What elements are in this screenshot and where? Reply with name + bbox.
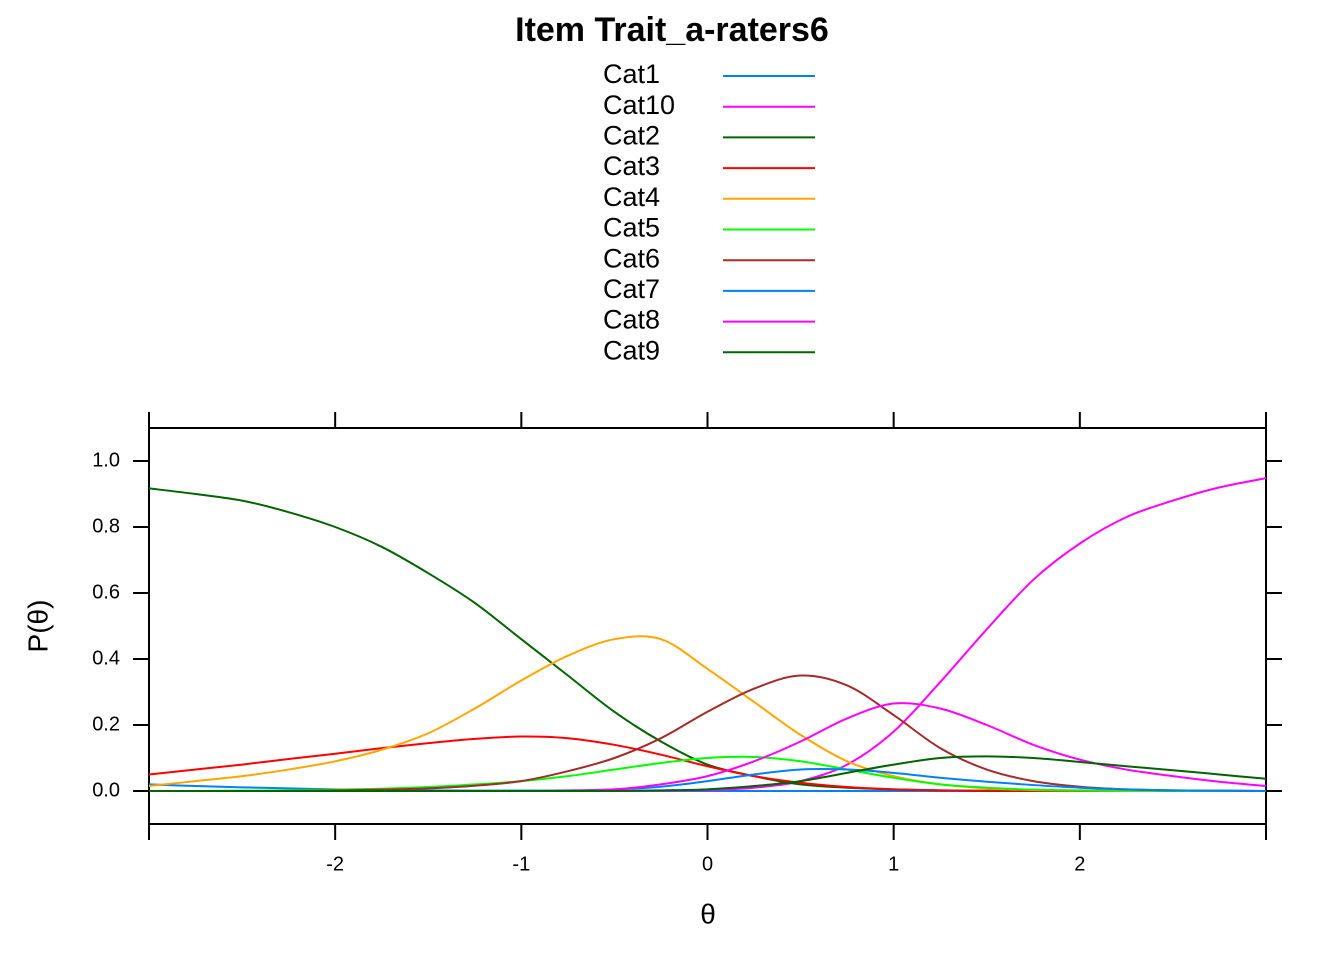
legend-label: Cat10 — [603, 90, 675, 120]
legend-label: Cat6 — [603, 243, 660, 273]
y-axis-label: P(θ) — [22, 600, 53, 653]
legend-label: Cat3 — [603, 151, 660, 181]
series-line — [148, 635, 1266, 793]
y-tick-label: 0.6 — [92, 581, 120, 603]
x-tick-label: -1 — [512, 853, 530, 875]
x-tick-label: 0 — [702, 853, 713, 875]
y-tick-label: 0.8 — [92, 515, 120, 537]
legend-label: Cat4 — [603, 182, 660, 212]
legend-label: Cat9 — [603, 335, 660, 365]
x-axis-label: θ — [700, 898, 716, 929]
series-line — [148, 477, 1267, 793]
x-tick-label: 1 — [888, 853, 899, 875]
x-tick-label: -2 — [326, 853, 344, 875]
legend-label: Cat5 — [603, 213, 660, 243]
y-tick-label: 0.2 — [92, 713, 120, 735]
legend-label: Cat8 — [603, 305, 660, 335]
series-line — [148, 487, 1266, 793]
y-tick-label: 0.0 — [92, 779, 120, 801]
chart-title: Item Trait_a-raters6 — [515, 11, 829, 49]
series-line — [148, 702, 1267, 793]
series-line — [148, 768, 1267, 793]
series-line — [148, 755, 1266, 793]
legend-label: Cat7 — [603, 274, 660, 304]
y-tick-label: 1.0 — [92, 449, 120, 471]
legend-label: Cat1 — [603, 59, 660, 89]
legend-label: Cat2 — [603, 121, 660, 151]
y-tick-label: 0.4 — [92, 647, 120, 669]
series-line — [148, 674, 1267, 793]
series-line — [148, 755, 1267, 793]
x-tick-label: 2 — [1074, 853, 1085, 875]
